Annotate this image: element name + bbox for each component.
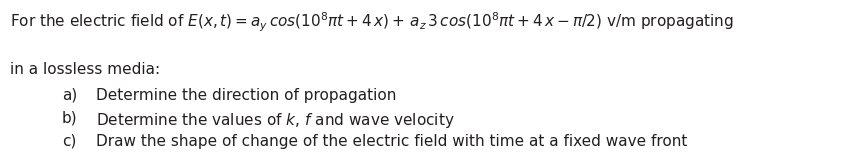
Text: b): b) bbox=[62, 111, 77, 126]
Text: For the electric field of $E(x,t) = a_y\, cos(10^8\pi t + 4\,x) +\, a_z\,3\,cos(: For the electric field of $E(x,t) = a_y\… bbox=[10, 11, 734, 34]
Text: Determine the values of $k,\, f$ and wave velocity: Determine the values of $k,\, f$ and wav… bbox=[96, 111, 455, 130]
Text: c): c) bbox=[62, 134, 76, 149]
Text: a): a) bbox=[62, 88, 77, 103]
Text: Determine the direction of propagation: Determine the direction of propagation bbox=[96, 88, 396, 103]
Text: in a lossless media:: in a lossless media: bbox=[10, 62, 160, 77]
Text: Draw the shape of change of the electric field with time at a fixed wave front: Draw the shape of change of the electric… bbox=[96, 134, 687, 149]
